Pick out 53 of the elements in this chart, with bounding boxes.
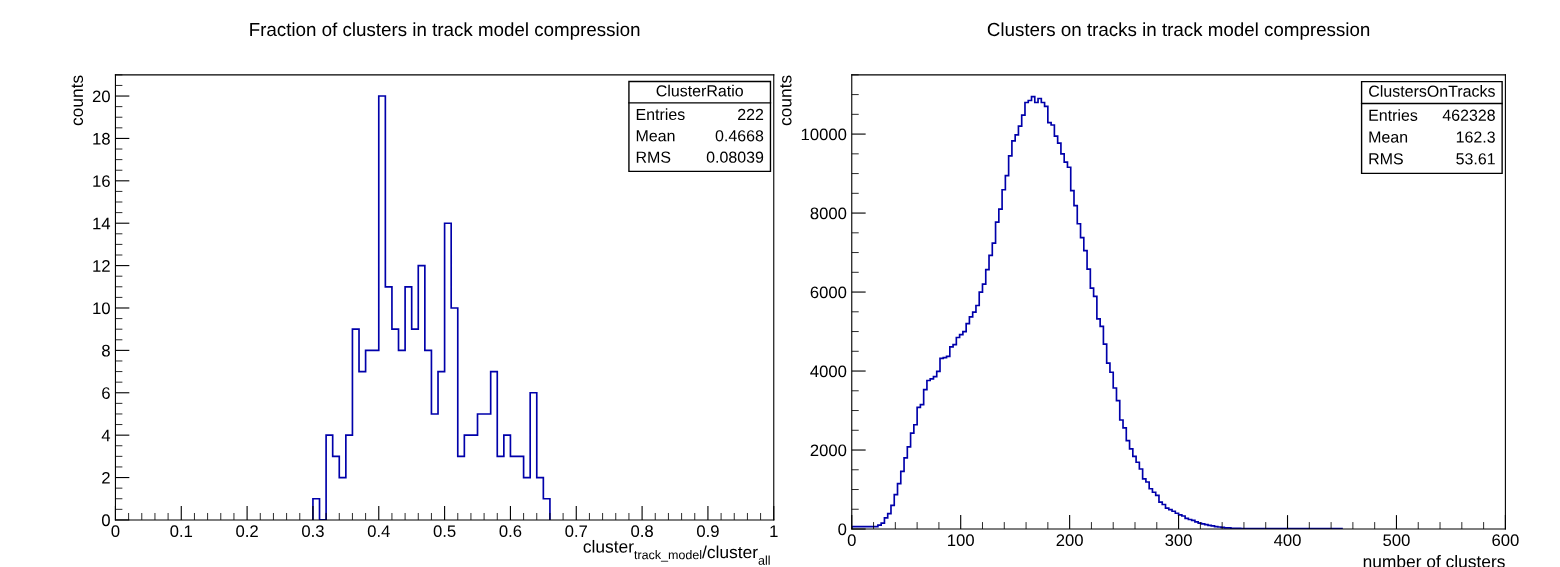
y-tick-label: 2000 — [810, 444, 847, 457]
x-tick-label: 0.5 — [433, 525, 456, 538]
annotation: Entries — [636, 108, 685, 121]
y-tick-label: 8 — [102, 344, 110, 357]
annotation: RMS — [636, 151, 671, 163]
annotation: Entries — [1369, 109, 1418, 121]
y-tick-label: 4 — [101, 429, 111, 442]
annotation: RMS — [1369, 153, 1403, 165]
annotation: Mean — [636, 130, 675, 142]
annotation: ClusterRatio — [656, 84, 743, 97]
x-tick-label: 400 — [1274, 534, 1301, 547]
y-axis-title: counts — [71, 75, 84, 126]
x-tick-label: 0 — [847, 534, 856, 547]
y-tick-label: 14 — [93, 217, 111, 230]
annotation: 0.4668 — [715, 130, 764, 142]
y-tick-label: 12 — [93, 260, 110, 272]
x-tick-label: 0.9 — [697, 525, 719, 538]
y-tick-label: 16 — [93, 175, 110, 188]
x-tick-label: 1 — [770, 525, 778, 537]
x-tick-label: 0.7 — [565, 525, 588, 538]
x-tick-label: 0 — [111, 525, 120, 538]
x-tick-label: 300 — [1165, 534, 1192, 547]
y-tick-label: 8000 — [810, 207, 847, 220]
y-tick-label: 4000 — [810, 365, 847, 378]
x-tick-label: 200 — [1056, 534, 1083, 547]
x-tick-label: 0.2 — [236, 525, 258, 538]
y-tick-label: 20 — [92, 90, 110, 103]
annotation: 162.3 — [1456, 131, 1495, 143]
annotation: 222 — [738, 108, 764, 120]
y-tick-label: 6000 — [810, 286, 847, 299]
x-tick-label: 600 — [1492, 534, 1519, 547]
chart-title: Fraction of clusters in track model compression — [250, 22, 640, 40]
y-tick-label: 0 — [101, 514, 110, 527]
y-axis-title: counts — [780, 75, 792, 126]
annotation: Mean — [1369, 131, 1408, 143]
y-tick-label: 10000 — [801, 128, 847, 141]
y-tick-label: 10 — [93, 302, 110, 315]
x-tick-label: 100 — [948, 534, 974, 547]
x-axis-title: number of clusters — [1363, 554, 1505, 567]
x-tick-label: 0.4 — [367, 525, 390, 538]
annotation: 462328 — [1442, 109, 1495, 121]
annotation: 53.61 — [1456, 153, 1495, 165]
x-tick-label: 0.8 — [631, 525, 653, 538]
chart-title: Clusters on tracks in track model compression — [987, 22, 1370, 40]
x-tick-label: 0.6 — [499, 525, 522, 538]
x-tick-label: 0.3 — [302, 525, 324, 538]
annotation: 0.08039 — [706, 151, 764, 163]
y-tick-label: 6 — [102, 387, 110, 399]
annotation: ClustersOnTracks — [1369, 85, 1495, 97]
x-tick-label: 0.1 — [170, 525, 193, 538]
x-tick-label: 500 — [1383, 534, 1410, 547]
y-tick-label: 2 — [102, 471, 110, 484]
y-tick-label: 18 — [93, 132, 110, 145]
